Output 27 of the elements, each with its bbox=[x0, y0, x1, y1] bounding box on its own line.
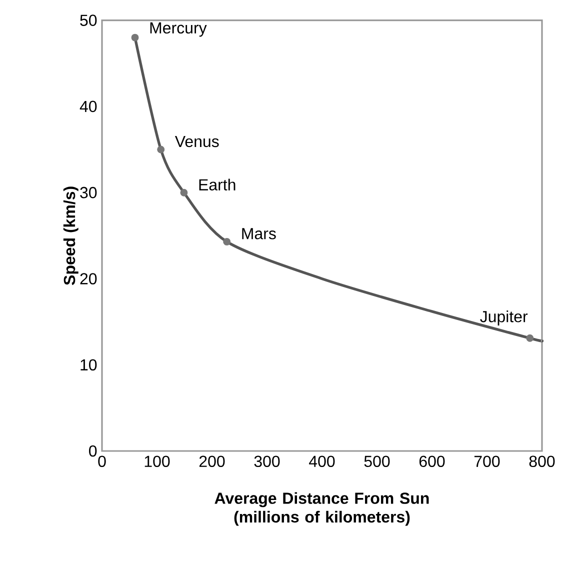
point bbox=[526, 334, 534, 342]
x-tick-label: 100 bbox=[144, 456, 170, 468]
x-tick-label: 500 bbox=[364, 456, 390, 468]
x-tick-label: 600 bbox=[419, 456, 445, 468]
point bbox=[223, 238, 231, 246]
x-axis-title: Average Distance From Sun (millions of kilometers) bbox=[214, 492, 429, 526]
y-tick-label: 0 bbox=[89, 445, 97, 457]
annotation: Mars bbox=[242, 228, 276, 240]
y-axis-title: Speed (km/s) bbox=[63, 186, 78, 285]
y-tick-label: 30 bbox=[80, 186, 97, 198]
annotation: Venus bbox=[174, 136, 219, 148]
annotation: Mercury bbox=[150, 22, 207, 37]
x-tick-label: 400 bbox=[309, 456, 335, 468]
point bbox=[180, 188, 188, 196]
x-tick-label: 200 bbox=[199, 456, 225, 468]
y-tick-label: 40 bbox=[80, 100, 97, 112]
y-tick-label: 50 bbox=[80, 14, 97, 26]
x-tick-label: 0 bbox=[98, 456, 106, 468]
annotation: Jupiter bbox=[480, 310, 528, 326]
point bbox=[157, 146, 165, 154]
x-tick-label: 300 bbox=[254, 456, 280, 468]
y-tick-label: 20 bbox=[80, 273, 97, 284]
x-tick-label: 800 bbox=[529, 456, 555, 468]
x-tick-label: 700 bbox=[474, 456, 500, 468]
annotation: Earth bbox=[199, 178, 236, 190]
y-tick-label: 10 bbox=[80, 359, 97, 371]
point bbox=[131, 34, 139, 42]
